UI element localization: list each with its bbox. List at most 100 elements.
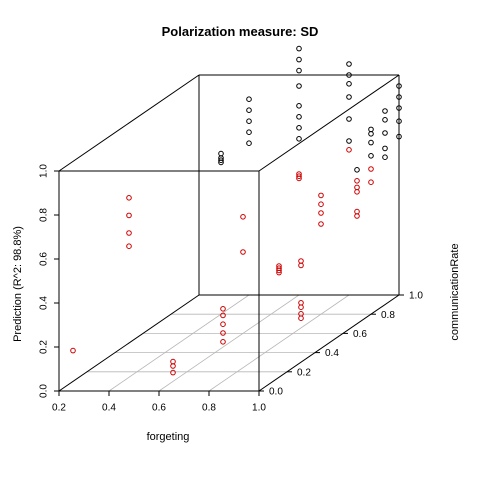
box-edge bbox=[58, 294, 200, 392]
x-tick-label: 0.4 bbox=[102, 403, 116, 414]
data-point bbox=[246, 129, 252, 135]
data-point bbox=[382, 154, 388, 160]
floor-grid-line bbox=[108, 294, 250, 392]
data-point bbox=[368, 126, 374, 133]
data-points bbox=[70, 45, 402, 376]
data-point bbox=[298, 311, 304, 317]
data-point bbox=[396, 83, 402, 89]
data-point bbox=[346, 72, 352, 78]
data-point bbox=[382, 130, 388, 136]
data-point bbox=[346, 138, 352, 144]
axis-ticks: 0.2 0.4 0.6 0.8 1.00.00.20.40.60.81.00.00.20… bbox=[39, 164, 424, 414]
y-axis-label: communicationRate bbox=[449, 243, 461, 340]
data-point bbox=[296, 173, 302, 179]
data-point bbox=[70, 347, 76, 354]
data-point bbox=[396, 94, 402, 100]
data-point bbox=[220, 339, 226, 345]
y-tick-label: 0.6 bbox=[353, 329, 367, 340]
chart-title: Polarization measure: SD bbox=[162, 24, 319, 39]
data-point bbox=[220, 306, 226, 312]
data-point bbox=[126, 195, 132, 201]
data-point bbox=[296, 56, 302, 63]
data-point bbox=[318, 192, 324, 199]
data-point bbox=[298, 258, 304, 264]
y-tick-label: 0.4 bbox=[325, 348, 339, 359]
data-point bbox=[396, 105, 402, 111]
data-point bbox=[346, 116, 352, 122]
z-tick-label: 0.2 bbox=[39, 340, 50, 354]
box-back-edges bbox=[58, 74, 400, 392]
data-point bbox=[246, 118, 252, 124]
data-point bbox=[126, 230, 132, 236]
x-tick-label: 0.2 bbox=[52, 403, 66, 414]
data-point bbox=[296, 67, 302, 74]
data-point bbox=[354, 208, 360, 215]
data-point bbox=[170, 369, 176, 376]
z-tick-label: 0.4 bbox=[39, 296, 50, 310]
y-tick-label: 1.0 bbox=[409, 291, 423, 302]
data-point bbox=[318, 221, 324, 227]
x-tick-label: 0.6 bbox=[152, 403, 166, 414]
data-point bbox=[396, 118, 402, 124]
data-point bbox=[346, 94, 352, 100]
data-point bbox=[296, 114, 302, 120]
z-tick-label: 0.8 bbox=[39, 208, 50, 222]
data-point bbox=[368, 166, 374, 172]
data-point bbox=[240, 249, 246, 255]
z-tick-label: 0.0 bbox=[39, 384, 50, 398]
data-point bbox=[368, 179, 374, 185]
data-point bbox=[296, 171, 302, 177]
data-point bbox=[318, 210, 324, 216]
x-axis-label: forgeting bbox=[147, 431, 190, 443]
y-tick-label: 0.8 bbox=[381, 310, 395, 321]
data-point bbox=[296, 136, 302, 142]
floor-grid-line bbox=[208, 294, 350, 392]
data-point bbox=[318, 201, 324, 207]
data-point bbox=[246, 140, 252, 146]
data-point bbox=[296, 103, 302, 109]
floor-grid-line bbox=[158, 294, 300, 392]
data-point bbox=[354, 167, 360, 173]
data-point bbox=[354, 184, 360, 191]
data-point bbox=[346, 61, 352, 67]
data-point bbox=[296, 45, 302, 52]
z-axis-label: Prediction (R^2: 98.8%) bbox=[12, 226, 24, 342]
data-point bbox=[246, 107, 252, 113]
data-point bbox=[126, 243, 132, 249]
box-edge bbox=[258, 74, 400, 172]
data-point bbox=[368, 153, 374, 159]
y-tick-label: 0.0 bbox=[269, 387, 283, 398]
box-front-edges bbox=[58, 170, 260, 392]
data-point bbox=[218, 157, 224, 163]
data-point bbox=[382, 117, 388, 123]
box-edge bbox=[258, 294, 400, 392]
data-point bbox=[382, 108, 388, 114]
data-point bbox=[346, 81, 352, 87]
data-point bbox=[296, 125, 302, 131]
data-point bbox=[354, 178, 360, 184]
data-point bbox=[218, 150, 224, 157]
box-edge bbox=[58, 74, 200, 172]
data-point bbox=[368, 139, 374, 146]
data-point bbox=[170, 358, 176, 365]
data-point bbox=[276, 265, 282, 272]
data-point bbox=[246, 96, 252, 102]
data-point bbox=[296, 83, 302, 89]
y-tick-label: 0.2 bbox=[297, 367, 311, 378]
data-point bbox=[240, 214, 246, 220]
data-point bbox=[220, 321, 226, 328]
z-tick-label: 0.6 bbox=[39, 252, 50, 266]
floor-grid bbox=[87, 294, 371, 392]
data-point bbox=[346, 147, 352, 153]
data-point bbox=[396, 133, 402, 140]
x-tick-label: 1.0 bbox=[252, 403, 266, 414]
data-point bbox=[220, 330, 226, 336]
data-point bbox=[126, 212, 132, 219]
data-point bbox=[220, 312, 226, 319]
z-tick-label: 1.0 bbox=[39, 164, 50, 178]
data-point bbox=[276, 263, 282, 269]
data-point bbox=[382, 145, 388, 152]
x-tick-label: 0.8 bbox=[202, 403, 216, 414]
data-point bbox=[298, 300, 304, 306]
